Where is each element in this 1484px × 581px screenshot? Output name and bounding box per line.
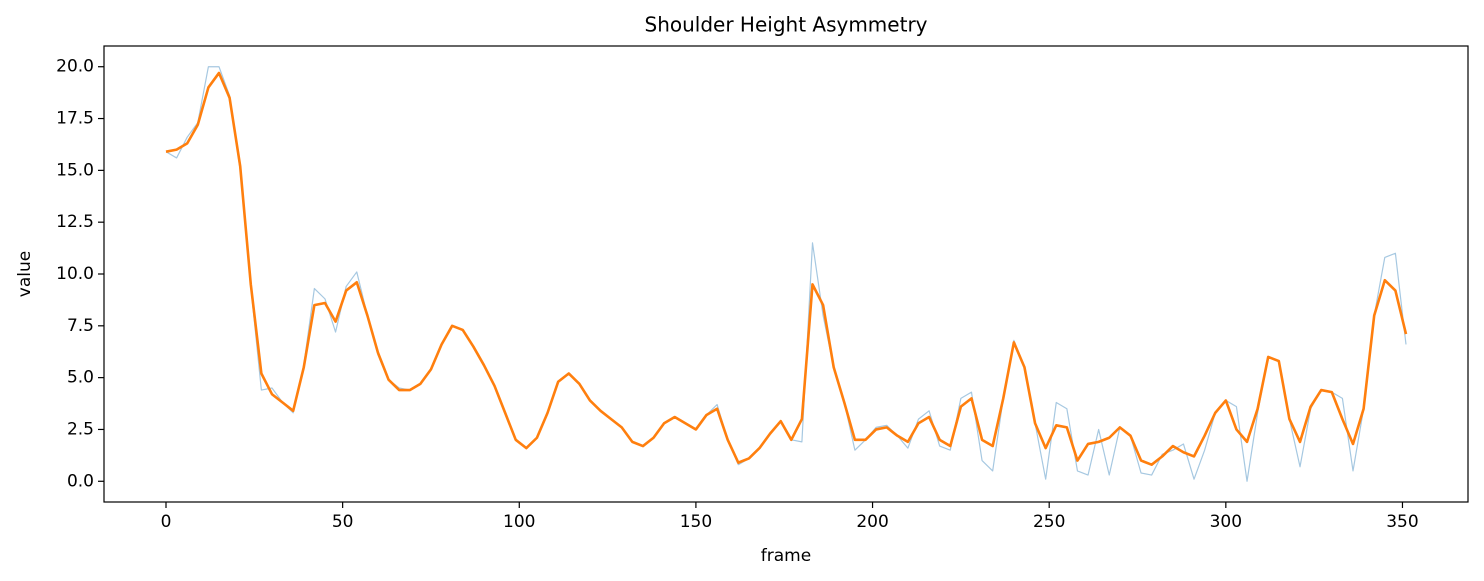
series-line [165, 71, 1408, 466]
y-tick-label: 2.5 [67, 419, 94, 439]
x-tick-label: 200 [856, 512, 888, 532]
x-tick-label: 300 [1210, 512, 1242, 532]
y-axis-label: value [15, 251, 35, 297]
y-tick-label: 10.0 [56, 264, 94, 284]
chart-title: Shoulder Height Asymmetry [645, 13, 928, 37]
x-tick-label: 100 [503, 512, 535, 532]
y-tick-label: 5.0 [67, 368, 94, 388]
plot-frame [103, 45, 1469, 503]
y-tick-label: 7.5 [67, 316, 94, 336]
y-tick-label: 15.0 [56, 160, 94, 180]
x-tick-label: 0 [161, 512, 172, 532]
x-tick-label: 50 [332, 512, 354, 532]
y-tick-label: 0.0 [67, 471, 94, 491]
x-tick-label: 350 [1386, 512, 1418, 532]
y-tick-label: 12.5 [56, 212, 94, 232]
x-tick-label: 250 [1033, 512, 1065, 532]
x-tick-label: 150 [680, 512, 712, 532]
y-tick-label: 20.0 [56, 57, 94, 77]
x-axis-label: frame [761, 546, 811, 566]
y-tick-label: 17.5 [56, 109, 94, 129]
series-line [165, 66, 1407, 482]
